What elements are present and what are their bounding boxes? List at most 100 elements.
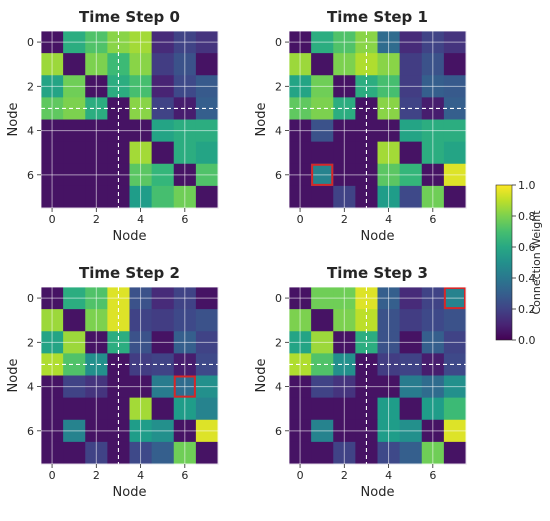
heatmap-cell [107,441,130,465]
y-tick-label: 0 [27,36,34,49]
y-tick-label: 4 [275,381,282,394]
heatmap-cell [443,441,467,465]
y-tick-label: 4 [27,125,34,138]
heatmap-cell [399,141,423,165]
panel-frame [288,30,467,209]
x-axis-label: Node [361,485,395,500]
highlight-box [173,375,196,398]
y-tick-label: 0 [275,36,282,49]
x-axis-label: Node [113,229,147,244]
heatmap-cell [151,441,175,465]
heatmap-cell [311,397,334,421]
heatmap-cell [311,185,334,209]
heatmap-cell [443,141,467,165]
x-tick-label: 4 [137,213,144,226]
x-tick-label: 6 [429,213,436,226]
colorbar-tick-label: 0.6 [518,241,536,254]
heatmap-cell [151,141,175,165]
colorbar-tick-label: 1.0 [518,179,536,192]
x-tick-label: 0 [297,213,304,226]
panel-title: Time Step 3 [327,264,428,282]
y-tick-label: 2 [27,336,34,349]
y-tick-label: 2 [275,336,282,349]
y-axis-label: Node [6,103,21,137]
x-tick-label: 6 [429,469,436,482]
colorbar-gradient [495,184,513,341]
heatmap-cell [443,309,467,332]
heatmap-cell [63,185,86,209]
highlight-box [311,163,334,186]
heatmap-cell [151,397,175,421]
heatmap-cell [107,309,130,332]
y-tick-label: 0 [275,292,282,305]
x-tick-label: 0 [49,213,56,226]
y-tick-label: 6 [27,425,34,438]
heatmap-cell [311,97,334,120]
heatmap-cell [311,309,334,332]
colorbar-tick-label: 0.4 [518,272,536,285]
heatmap-cell [355,441,378,465]
heatmap-cell [63,53,86,76]
heatmap-cell [195,53,219,76]
y-tick-label: 6 [275,425,282,438]
heatmap-cell [63,141,86,165]
heatmap-cell [311,441,334,465]
y-tick-label: 4 [275,125,282,138]
heatmap-cell [399,441,423,465]
heatmap-cell [195,309,219,332]
heatmap-cell [63,309,86,332]
heatmap-cell [63,397,86,421]
panel-frame [288,286,467,465]
heatmap-cell [443,53,467,76]
heatmap-cell [107,185,130,209]
heatmap-cell [195,185,219,209]
panel-title: Time Step 0 [79,8,180,26]
panel-frame [40,286,219,465]
heatmap-cell [151,185,175,209]
heatmap-cell [399,309,423,332]
colorbar-tick-label: 0.2 [518,303,536,316]
panel-title: Time Step 2 [79,264,180,282]
y-axis-label: Node [254,359,269,393]
heatmap-cell [151,53,175,76]
colorbar-tick-label: 0.8 [518,210,536,223]
x-tick-label: 4 [385,213,392,226]
y-axis-label: Node [6,359,21,393]
x-tick-label: 0 [49,469,56,482]
heatmap-cell [195,397,219,421]
heatmap-cell [63,97,86,120]
y-tick-label: 2 [275,80,282,93]
heatmap-cell [195,141,219,165]
panel-frame [40,30,219,209]
heatmap-cell [63,353,86,376]
heatmap-panel-0: Time Step 0 0 2 4 6 0 2 4 6 Node Node [6,8,219,244]
heatmap-cell [443,97,467,120]
x-tick-label: 2 [93,213,100,226]
colorbar: 0.0 0.2 0.4 0.6 0.8 1.0 Connection Weight [495,179,543,347]
heatmap-cell [311,353,334,376]
x-tick-label: 4 [385,469,392,482]
x-tick-label: 2 [341,213,348,226]
heatmap-cell [355,53,378,76]
x-tick-label: 6 [181,469,188,482]
highlight-box [443,287,466,310]
heatmap-cell [195,353,219,376]
panel-title: Time Step 1 [327,8,428,26]
heatmap-cell [63,441,86,465]
heatmap-cell [355,185,378,209]
y-tick-label: 4 [27,381,34,394]
y-tick-label: 2 [27,80,34,93]
colorbar-label: Connection Weight [530,210,543,315]
y-tick-label: 6 [27,169,34,182]
heatmap-cell [355,309,378,332]
heatmap-cell [151,309,175,332]
heatmap-cell [443,185,467,209]
heatmap-cell [107,53,130,76]
x-tick-label: 0 [297,469,304,482]
y-tick-label: 0 [27,292,34,305]
heatmap-cell [399,397,423,421]
y-axis-label: Node [254,103,269,137]
heatmap-panel-2: Time Step 2 0 2 4 6 0 2 4 6 Node Node [6,264,219,500]
y-tick-label: 6 [275,169,282,182]
